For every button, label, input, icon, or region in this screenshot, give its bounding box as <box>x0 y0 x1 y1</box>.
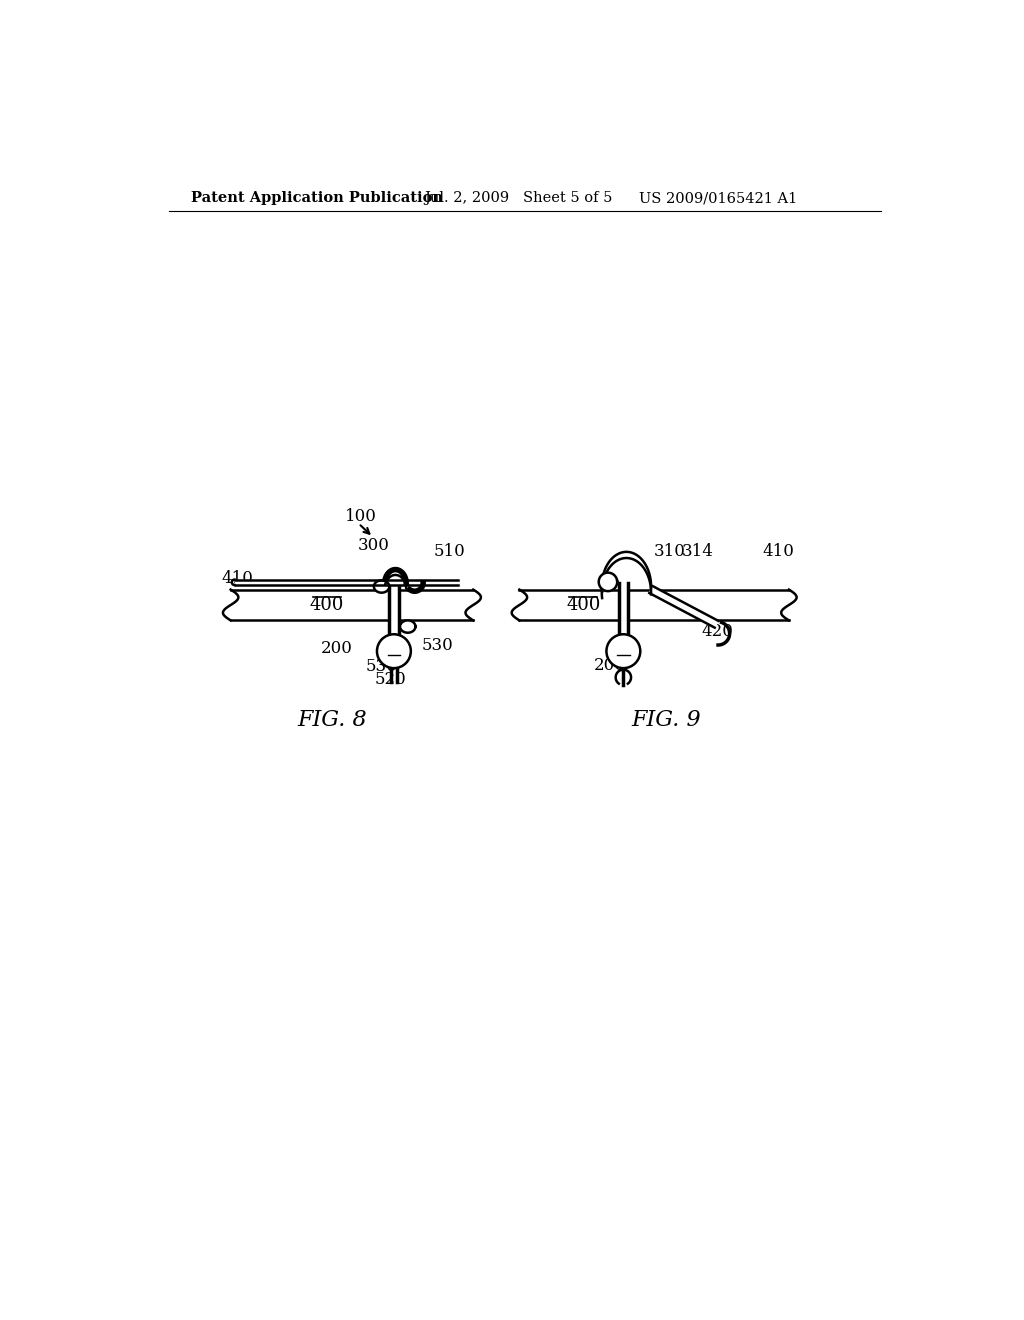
Text: Jul. 2, 2009   Sheet 5 of 5: Jul. 2, 2009 Sheet 5 of 5 <box>425 191 613 206</box>
Polygon shape <box>519 590 788 620</box>
Text: 200: 200 <box>594 656 626 673</box>
Text: 530: 530 <box>366 659 397 675</box>
Polygon shape <box>618 583 628 635</box>
Polygon shape <box>400 620 416 632</box>
Text: 400: 400 <box>309 597 344 614</box>
Text: 410: 410 <box>762 543 794 560</box>
Text: 400: 400 <box>566 597 600 614</box>
Polygon shape <box>389 583 398 635</box>
Circle shape <box>377 635 411 668</box>
Polygon shape <box>234 579 458 585</box>
Text: 314: 314 <box>682 543 714 560</box>
Text: 500: 500 <box>611 644 635 657</box>
Polygon shape <box>374 581 389 593</box>
Text: 200: 200 <box>321 640 352 656</box>
Text: Patent Application Publication: Patent Application Publication <box>190 191 442 206</box>
Text: FIG. 9: FIG. 9 <box>631 710 700 731</box>
Text: 310: 310 <box>654 543 686 560</box>
Text: 420: 420 <box>701 623 734 640</box>
Polygon shape <box>230 590 473 620</box>
Polygon shape <box>599 573 617 591</box>
Text: US 2009/0165421 A1: US 2009/0165421 A1 <box>639 191 797 206</box>
Polygon shape <box>602 552 651 598</box>
Polygon shape <box>649 586 718 627</box>
Text: 530: 530 <box>422 636 454 653</box>
Text: 510: 510 <box>433 543 465 560</box>
Polygon shape <box>385 570 407 589</box>
Circle shape <box>606 635 640 668</box>
Text: FIG. 8: FIG. 8 <box>298 710 368 731</box>
Text: 100: 100 <box>345 508 377 525</box>
Text: 500: 500 <box>382 644 406 657</box>
Text: 300: 300 <box>357 537 389 554</box>
Text: 520: 520 <box>375 671 407 688</box>
Text: 410: 410 <box>221 569 253 586</box>
